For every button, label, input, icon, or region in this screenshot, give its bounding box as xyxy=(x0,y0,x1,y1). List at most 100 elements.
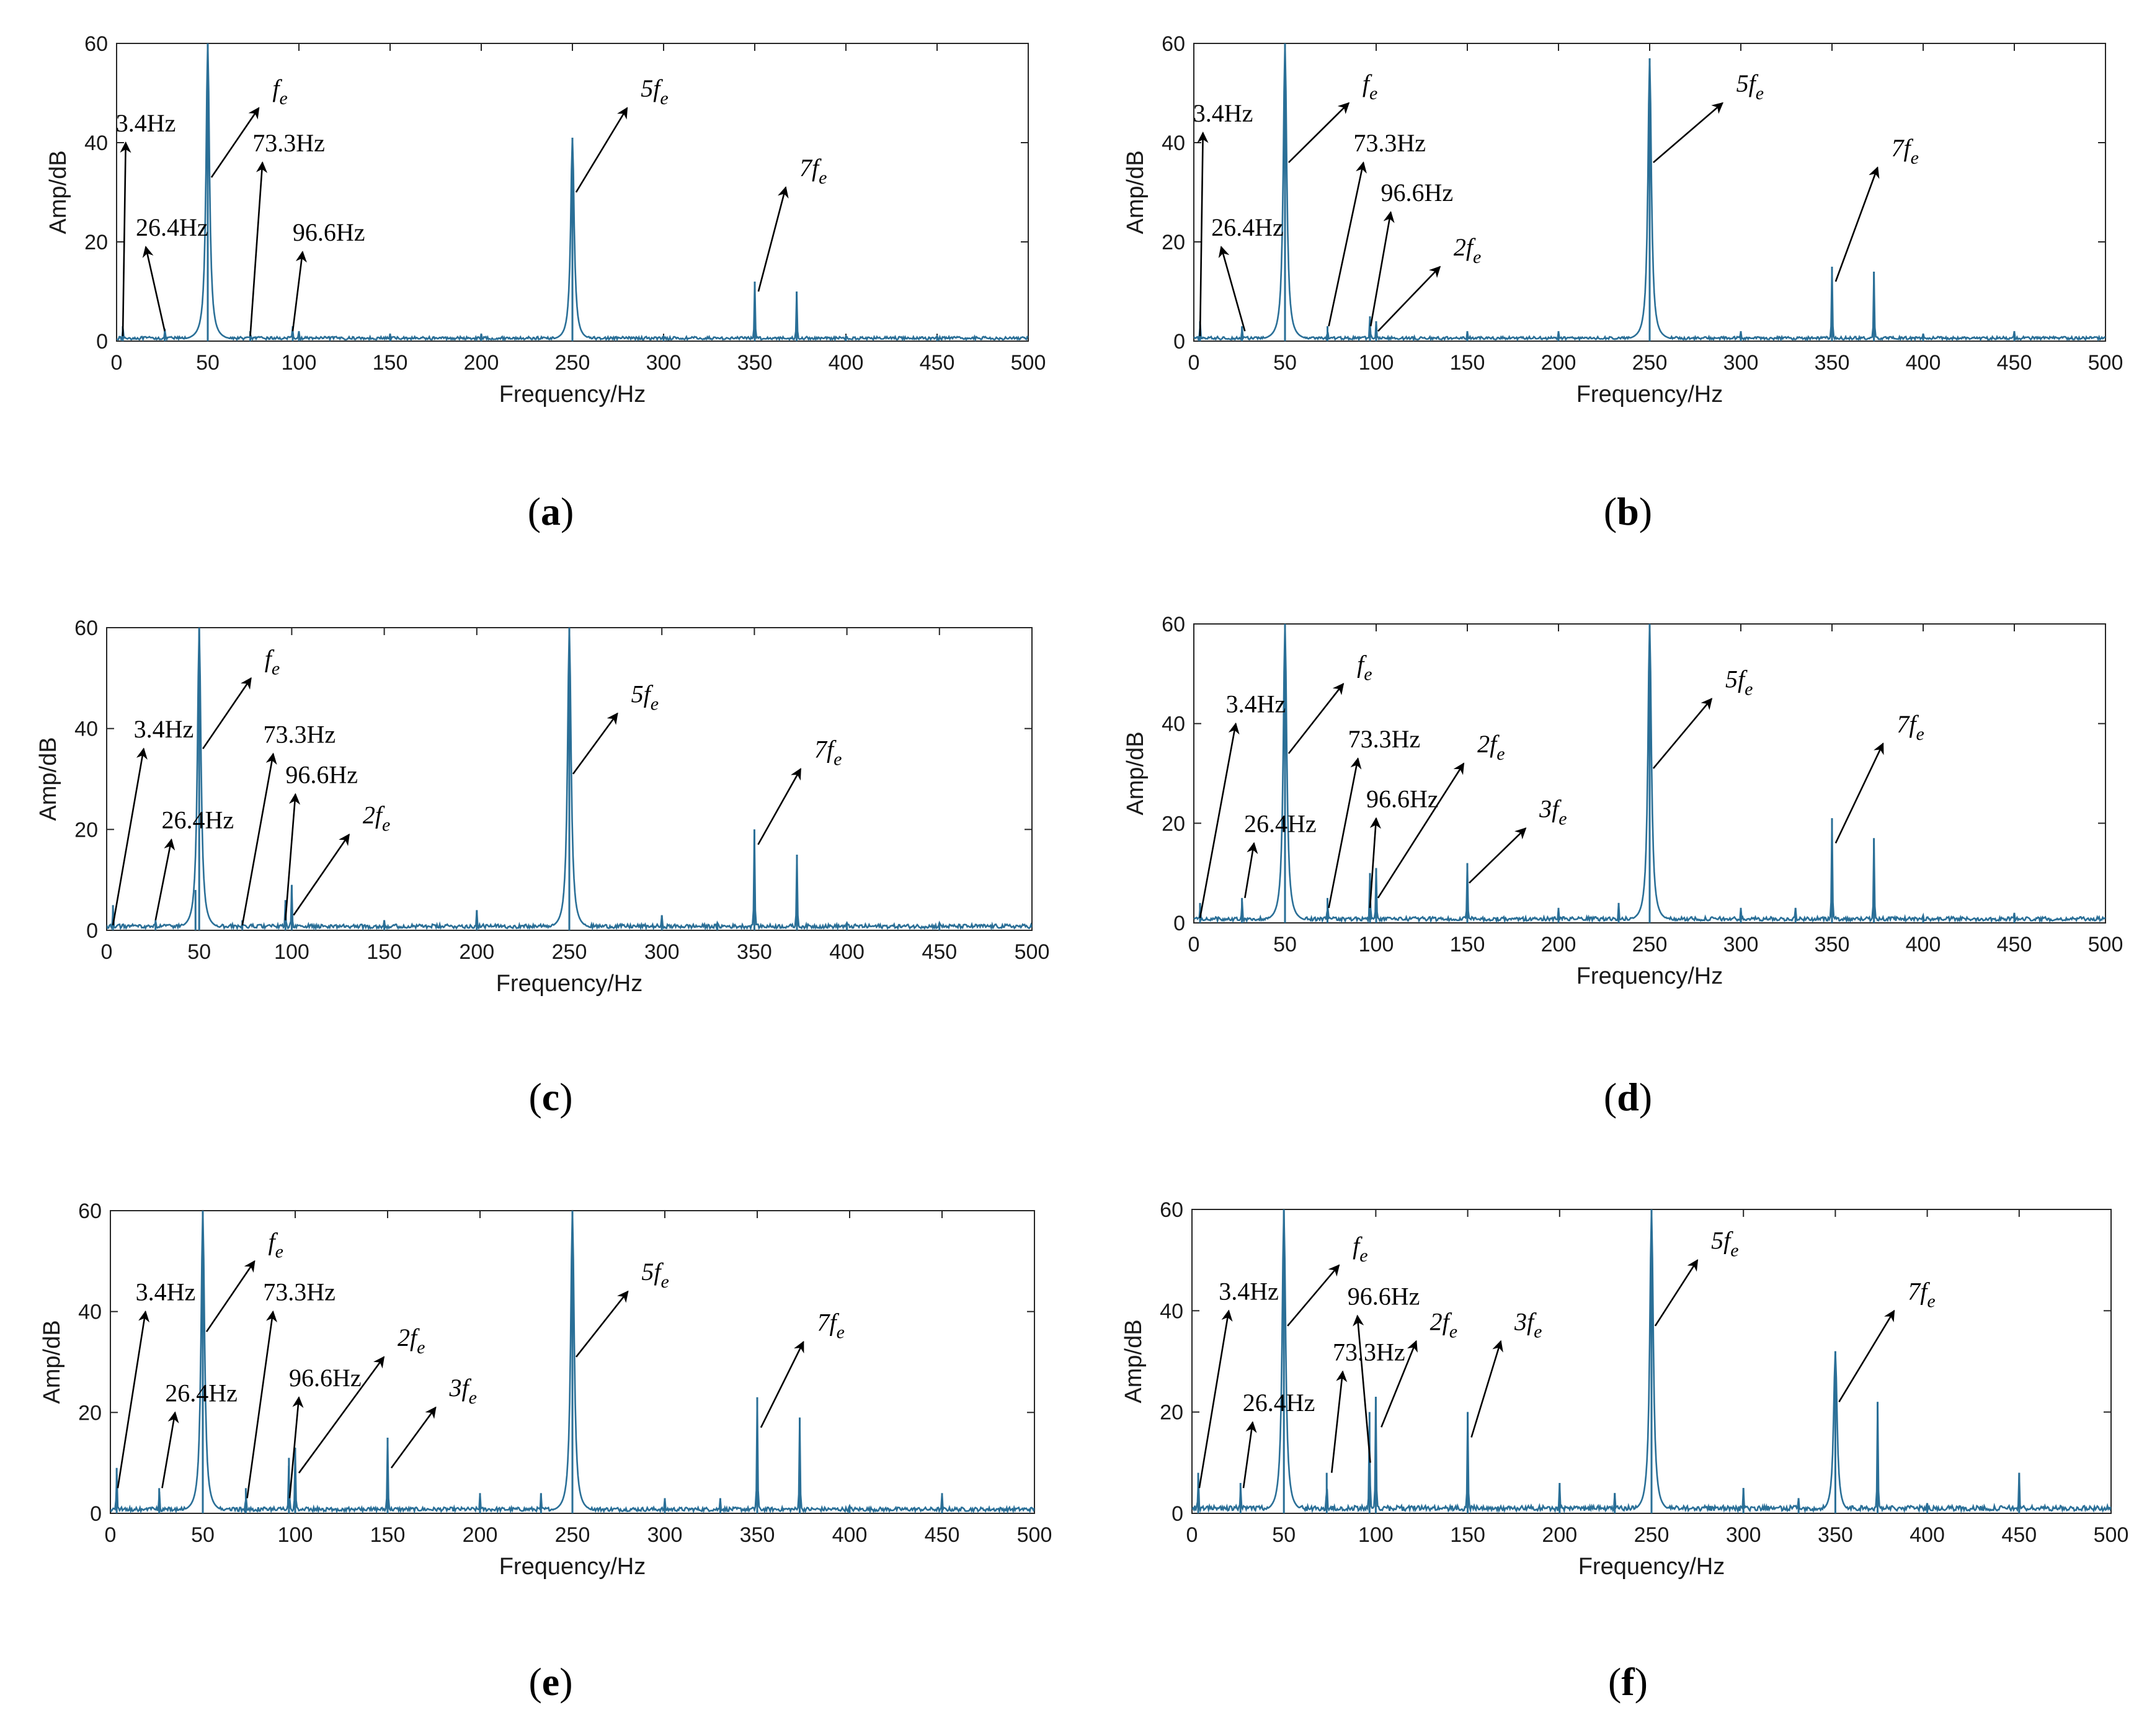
chart-panel-c: 0 50 100 150 200 250 300 350 400 450 500 0 20 40 60 3.4… xyxy=(35,617,1049,1119)
annotation-arrow xyxy=(1377,265,1441,332)
annotation-arrow xyxy=(1838,1309,1895,1403)
x-tick-label: 450 xyxy=(920,351,955,375)
annotation-arrow xyxy=(1287,1264,1340,1327)
panel-caption: (d) xyxy=(1604,1075,1652,1119)
chart-panel-d: 0 50 100 150 200 250 300 350 400 450 500 0 20 40 60 3.4… xyxy=(1123,613,2123,1119)
annotation-arrow xyxy=(284,793,301,920)
y-tick-label: 20 xyxy=(1162,812,1185,835)
annotation-label: 96.6Hz xyxy=(285,760,358,788)
annotation-label: 5fe xyxy=(1711,1227,1738,1261)
annotation-label: 7fe xyxy=(814,736,842,770)
annotation-label: 7fe xyxy=(1892,134,1919,168)
x-tick-label: 400 xyxy=(829,940,865,964)
annotation-label: 73.3Hz xyxy=(1353,129,1426,157)
annotation-arrow xyxy=(1353,1314,1371,1463)
x-tick-label: 400 xyxy=(1910,1523,1945,1547)
chart-panel-f: 0 50 100 150 200 250 300 350 400 450 500 0 20 40 60 3.4… xyxy=(1121,1198,2128,1704)
annotation-label: 26.4Hz xyxy=(165,1379,238,1407)
annotation-arrow xyxy=(142,246,166,332)
y-tick-label: 0 xyxy=(1172,1502,1183,1526)
annotation-arrow xyxy=(288,1396,304,1498)
x-tick-label: 250 xyxy=(1632,351,1668,375)
panel-caption: (b) xyxy=(1604,489,1652,533)
annotation-arrow xyxy=(1652,698,1713,769)
annotation-label: 26.4Hz xyxy=(1244,809,1317,837)
x-tick-label: 450 xyxy=(1997,351,2032,375)
y-tick-label: 20 xyxy=(1162,231,1185,254)
y-axis-title: Amp/dB xyxy=(45,150,71,234)
annotation-label: 26.4Hz xyxy=(136,213,208,241)
x-tick-label: 500 xyxy=(2094,1523,2129,1547)
x-tick-label: 100 xyxy=(278,1523,313,1547)
annotation-label: 26.4Hz xyxy=(1243,1389,1315,1417)
annotation-label: 3fe xyxy=(1539,795,1567,829)
annotation-label: 5fe xyxy=(631,680,659,714)
annotation-arrow xyxy=(161,1411,179,1489)
annotation-arrow xyxy=(154,838,176,920)
x-tick-label: 0 xyxy=(1188,933,1200,956)
annotation-arrow xyxy=(1469,827,1527,884)
annotation-label: 26.4Hz xyxy=(161,806,234,834)
annotation-label: 26.4Hz xyxy=(1211,213,1284,241)
x-axis-title: Frequency/Hz xyxy=(1576,381,1723,407)
annotation-label: 73.3Hz xyxy=(252,129,325,157)
x-tick-label: 300 xyxy=(646,351,682,375)
y-tick-label: 60 xyxy=(1162,32,1185,56)
annotation-label: 96.6Hz xyxy=(1366,785,1439,812)
x-tick-label: 150 xyxy=(373,351,408,375)
annotation-label: 7fe xyxy=(817,1308,845,1342)
annotation-label: 5fe xyxy=(641,1258,669,1292)
annotation-label: 73.3Hz xyxy=(1333,1338,1405,1366)
spectrum-line xyxy=(110,1211,1034,1513)
y-tick-label: 40 xyxy=(84,131,108,155)
x-tick-label: 50 xyxy=(1272,1523,1296,1547)
x-tick-label: 100 xyxy=(282,351,317,375)
annotation-arrow xyxy=(390,1406,437,1469)
x-tick-label: 500 xyxy=(1015,940,1050,964)
x-tick-label: 150 xyxy=(1450,1523,1485,1547)
x-tick-label: 250 xyxy=(552,940,587,964)
x-tick-label: 50 xyxy=(187,940,211,964)
y-tick-label: 60 xyxy=(84,32,108,56)
x-tick-label: 500 xyxy=(2088,933,2123,956)
annotation-arrow xyxy=(1369,817,1381,908)
x-tick-label: 0 xyxy=(1188,351,1200,375)
x-tick-label: 350 xyxy=(740,1523,775,1547)
x-tick-label: 0 xyxy=(111,351,123,375)
x-tick-label: 150 xyxy=(1450,351,1485,375)
annotation-label: 96.6Hz xyxy=(293,218,365,246)
annotation-arrow xyxy=(1328,757,1362,909)
spectrum-line xyxy=(1192,1209,2111,1513)
x-tick-label: 150 xyxy=(367,940,402,964)
x-tick-label: 50 xyxy=(191,1523,215,1547)
annotation-label: 96.6Hz xyxy=(289,1364,362,1392)
y-axis-title: Amp/dB xyxy=(1123,150,1149,234)
x-tick-label: 450 xyxy=(2001,1523,2037,1547)
annotation-label: fe xyxy=(1363,69,1377,104)
annotation-arrow xyxy=(291,251,307,332)
x-tick-label: 250 xyxy=(555,1523,590,1547)
y-tick-label: 20 xyxy=(74,818,98,842)
annotation-arrow xyxy=(757,186,789,292)
annotation-arrow xyxy=(1381,1340,1418,1428)
annotation-label: 3.4Hz xyxy=(116,109,176,137)
y-tick-label: 40 xyxy=(1160,1299,1183,1323)
y-axis-title: Amp/dB xyxy=(39,1320,65,1404)
x-tick-label: 350 xyxy=(1815,933,1850,956)
x-tick-label: 400 xyxy=(829,351,864,375)
x-tick-label: 50 xyxy=(1273,933,1297,956)
chart-panel-e: 0 50 100 150 200 250 300 350 400 450 500 0 20 40 60 3.4… xyxy=(39,1200,1052,1704)
annotation-arrow xyxy=(1470,1340,1503,1438)
annotation-arrow xyxy=(1369,211,1395,327)
annotation-arrow xyxy=(757,768,802,845)
x-tick-label: 150 xyxy=(1450,933,1485,956)
panel-caption: (a) xyxy=(528,489,574,533)
annotation-label: 3.4Hz xyxy=(1193,99,1253,127)
x-tick-label: 250 xyxy=(555,351,590,375)
x-tick-label: 100 xyxy=(274,940,309,964)
annotation-arrow xyxy=(1218,246,1246,332)
x-tick-label: 350 xyxy=(1818,1523,1853,1547)
annotation-label: 2fe xyxy=(1430,1307,1457,1342)
x-tick-label: 200 xyxy=(459,940,494,964)
